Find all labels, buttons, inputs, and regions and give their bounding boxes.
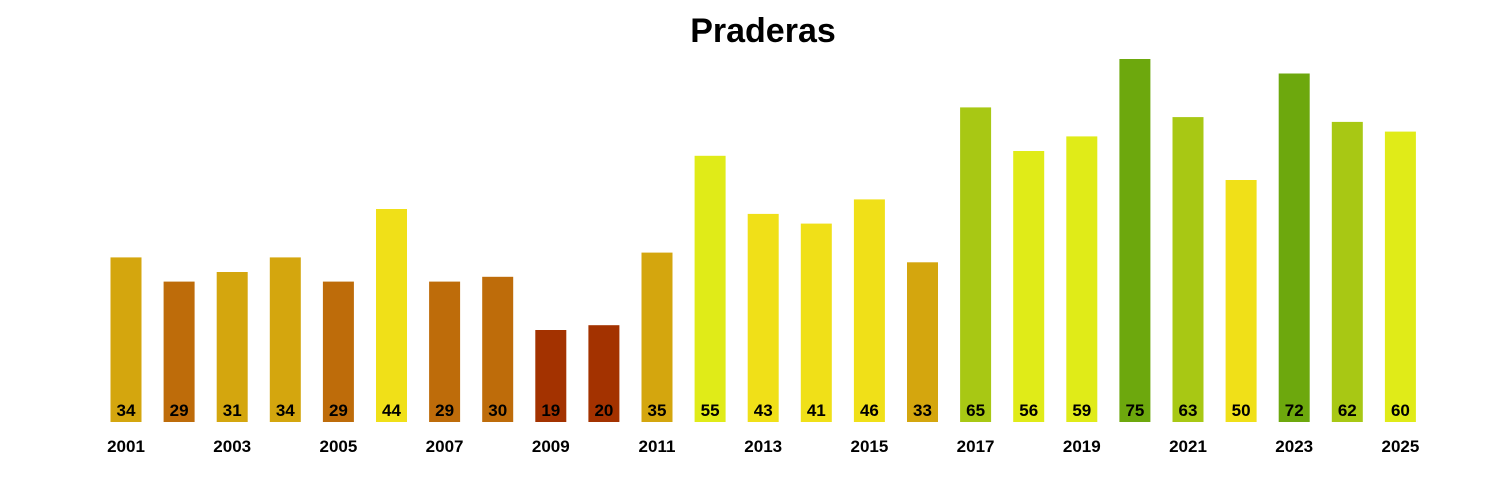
bar-2018 — [1013, 151, 1045, 422]
bar-2016 — [907, 262, 938, 422]
bar-value-label-2002: 29 — [170, 401, 189, 420]
bar-value-label-2011: 35 — [648, 401, 667, 420]
bar-2019 — [1066, 136, 1098, 422]
bar-value-label-2023: 72 — [1285, 401, 1304, 420]
bar-2015 — [853, 199, 885, 422]
bar-2006 — [376, 209, 407, 422]
bar-2010 — [588, 325, 620, 422]
bar-value-label-2024: 62 — [1338, 401, 1357, 420]
bar-2005 — [322, 281, 354, 422]
bar-value-label-2019: 59 — [1072, 401, 1091, 420]
bar-value-label-2006: 44 — [382, 401, 401, 420]
bar-2009 — [535, 330, 567, 422]
x-tick-label-2025: 2025 — [1381, 437, 1419, 456]
bar-value-labels: 34 29 31 34 29 44 29 30 19 20 35 55 43 41 46 33 65 56 59 75… — [117, 401, 1410, 420]
bar-value-label-2010: 20 — [594, 401, 613, 420]
bar-2024 — [1331, 121, 1363, 423]
x-tick-label-2003: 2003 — [213, 437, 251, 456]
x-axis-tick-labels: 2001 2003 2005 2007 2009 2011 2013 2015 2017 2019… — [107, 437, 1419, 456]
bar-value-label-2022: 50 — [1232, 401, 1251, 420]
bar-value-label-2013: 43 — [754, 401, 773, 420]
bar-value-label-2009: 19 — [541, 401, 560, 420]
bar-value-label-2003: 31 — [223, 401, 242, 420]
bar-2004 — [269, 257, 301, 422]
bar-2002 — [163, 281, 195, 422]
x-tick-label-2019: 2019 — [1063, 437, 1101, 456]
bar-value-label-2025: 60 — [1391, 401, 1410, 420]
bar-2001 — [110, 257, 142, 422]
x-tick-label-2015: 2015 — [850, 437, 888, 456]
bar-2022 — [1225, 180, 1257, 422]
x-tick-label-2023: 2023 — [1275, 437, 1313, 456]
bar-2023 — [1278, 73, 1310, 422]
bar-value-label-2017: 65 — [966, 401, 985, 420]
bar-value-label-2012: 55 — [701, 401, 720, 420]
bar-value-label-2014: 41 — [807, 401, 826, 420]
bar-value-label-2007: 29 — [435, 401, 454, 420]
x-tick-label-2021: 2021 — [1169, 437, 1207, 456]
bar-value-label-2001: 34 — [117, 401, 136, 420]
x-tick-label-2007: 2007 — [426, 437, 464, 456]
x-tick-label-2013: 2013 — [744, 437, 782, 456]
bar-value-label-2018: 56 — [1019, 401, 1038, 420]
bar-value-label-2021: 63 — [1179, 401, 1198, 420]
bar-value-label-2004: 34 — [276, 401, 295, 420]
bar-2012 — [694, 155, 726, 423]
bar-2008 — [482, 276, 514, 422]
bar-2007 — [429, 281, 461, 422]
bar-value-label-2020: 75 — [1125, 401, 1144, 420]
bar-2014 — [800, 223, 832, 422]
bar-2013 — [747, 213, 779, 422]
bar-2017 — [960, 107, 992, 423]
chart-title: Praderas — [690, 12, 836, 50]
bar-2025 — [1384, 131, 1416, 422]
bar-2011 — [641, 252, 673, 422]
bar-2003 — [216, 272, 248, 422]
bar-2021 — [1172, 117, 1204, 422]
bar-2020 — [1119, 59, 1151, 422]
bar-value-label-2016: 33 — [913, 401, 932, 420]
bar-value-label-2008: 30 — [488, 401, 507, 420]
bar-value-label-2005: 29 — [329, 401, 348, 420]
x-tick-label-2011: 2011 — [639, 437, 676, 456]
x-tick-label-2001: 2001 — [107, 437, 145, 456]
x-tick-label-2017: 2017 — [957, 437, 995, 456]
bars-group — [110, 59, 1416, 423]
bar-value-label-2015: 46 — [860, 401, 879, 420]
x-tick-label-2009: 2009 — [532, 437, 570, 456]
x-tick-label-2005: 2005 — [319, 437, 357, 456]
